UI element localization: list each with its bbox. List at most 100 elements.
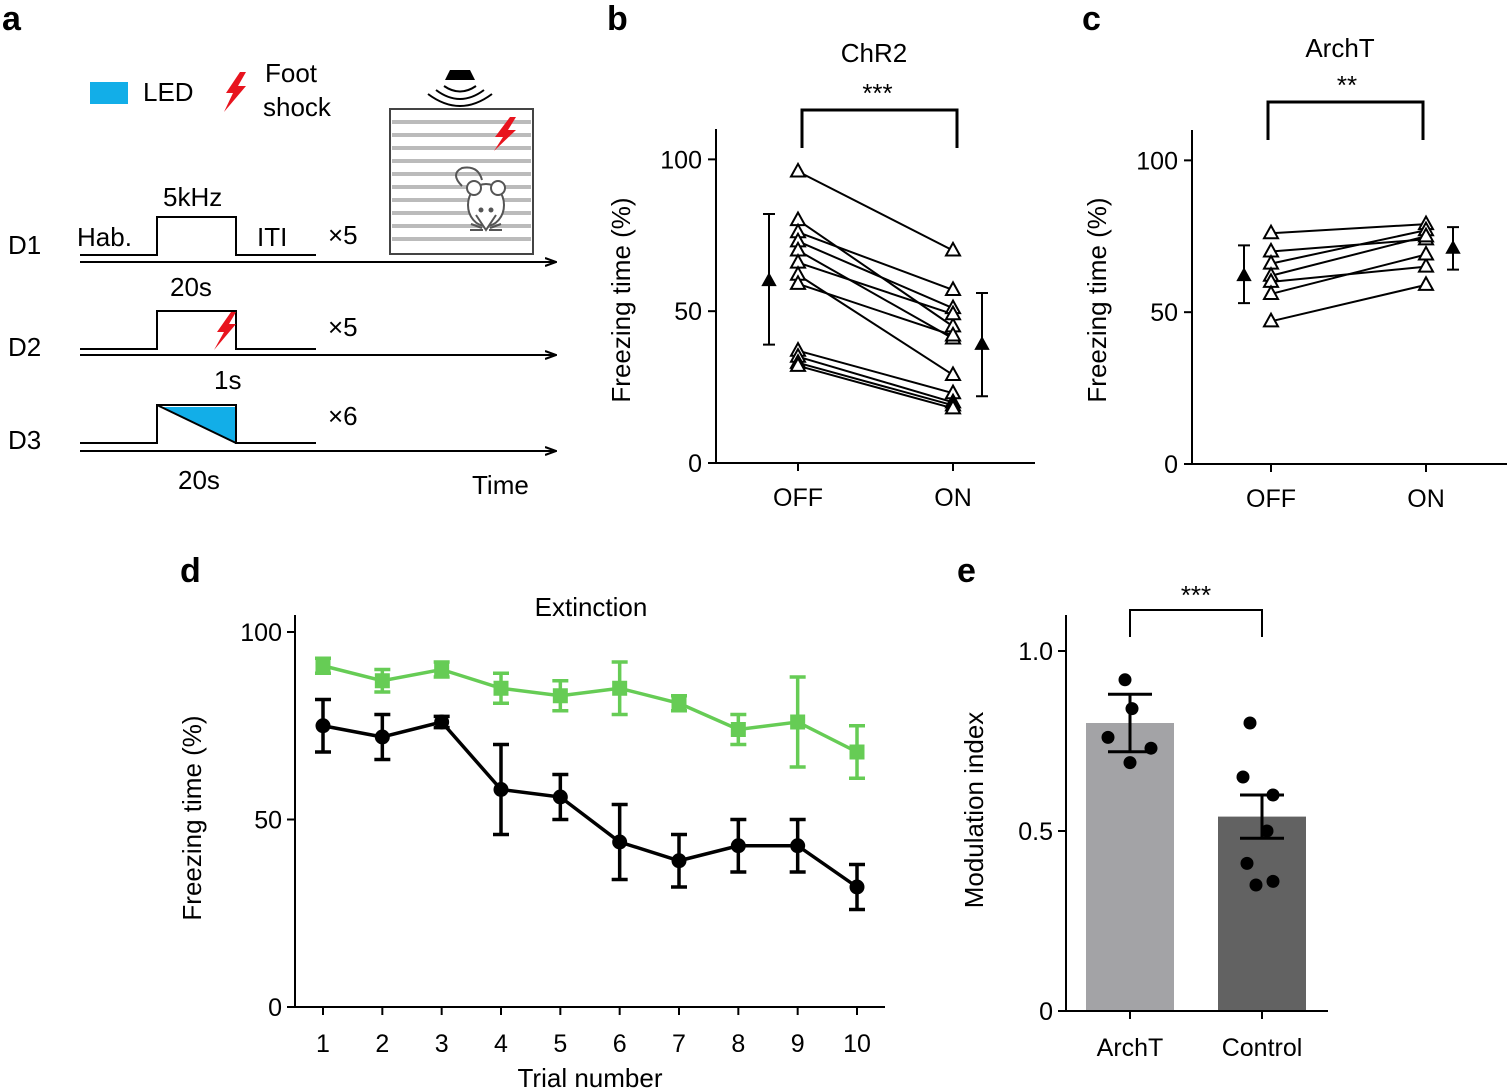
chart-c-pair-line xyxy=(1270,223,1427,235)
chart-c-point-on xyxy=(1417,275,1435,291)
chart-c-mean-marker xyxy=(1445,239,1461,254)
chart-d-series-green-point xyxy=(790,714,806,730)
chart-b-point-off xyxy=(789,161,807,178)
d2-label: D2 xyxy=(8,332,41,362)
chart-e-data-point xyxy=(1118,673,1132,687)
time-axis-label: Time xyxy=(472,470,529,500)
chart-d-x-tick-label: 8 xyxy=(731,1030,745,1058)
chart-c-mean-marker xyxy=(1236,267,1252,282)
led-legend-swatch xyxy=(90,82,128,104)
chart-d-y-tick-label: 100 xyxy=(240,619,282,647)
panel-a: a LED Foot shock xyxy=(2,0,556,500)
chart-e-data-point xyxy=(1243,716,1257,730)
chart-d-x-tick-label: 5 xyxy=(553,1030,567,1058)
chart-e-data-point xyxy=(1123,756,1137,770)
panel-c: c ArchT Freezing time (%) 0 50 100 OFF ON ** xyxy=(1082,0,1507,513)
chart-e-y-axis-label: Modulation index xyxy=(959,712,989,909)
chart-d-x-tick-label: 4 xyxy=(494,1030,508,1058)
chart-b-pair-line xyxy=(797,364,954,410)
chart-c-pair-line xyxy=(1270,283,1427,323)
chart-c-point-on xyxy=(1417,226,1435,243)
panel-d: d Extinction Freezing time (%) Trial num… xyxy=(177,552,885,1091)
chart-d-series-green-point xyxy=(552,688,568,704)
chart-b-significance-label: *** xyxy=(862,78,892,108)
chart-b-x-tick-label: ON xyxy=(934,484,972,512)
chart-b-pair-line xyxy=(797,240,954,310)
speaker-icon xyxy=(427,70,493,107)
chart-b-pair-line xyxy=(797,231,954,291)
d1-reps: ×5 xyxy=(328,220,358,250)
chart-c-point-off xyxy=(1262,284,1280,301)
chart-d-x-tick-label: 1 xyxy=(316,1030,330,1058)
chart-d-series-green-point xyxy=(374,673,390,689)
panel-label-a: a xyxy=(2,0,22,38)
chart-e-data-point xyxy=(1266,874,1280,888)
chart-d-series-green-point xyxy=(849,744,865,760)
d2-lightning-icon xyxy=(214,312,236,350)
chart-d-plot: 0 50 100 1 2 3 4 5 6 7 8 9 10 xyxy=(240,615,885,1058)
chart-c-y-axis-label: Freezing time (%) xyxy=(1082,197,1112,402)
chart-e-y-tick-label: 0 xyxy=(1039,998,1053,1026)
chart-b-point-on xyxy=(944,365,962,381)
chart-b-pair-line xyxy=(797,282,954,337)
chart-d-series-black-point xyxy=(493,782,509,797)
chart-c-title: ArchT xyxy=(1305,33,1374,63)
chart-e-significance-label: *** xyxy=(1181,580,1211,610)
shock-legend-label-2: shock xyxy=(263,92,332,122)
chart-d-x-tick-label: 10 xyxy=(843,1030,871,1058)
chart-c-pair-line xyxy=(1270,253,1427,295)
panel-label-e: e xyxy=(957,552,976,590)
chart-b-y-tick-label: 0 xyxy=(688,450,702,478)
d1-label: D1 xyxy=(8,230,41,260)
chart-b-y-tick-label: 100 xyxy=(660,146,702,174)
panel-e: e Modulation index 0 0.5 1.0 ArchT Control **… xyxy=(957,552,1328,1062)
chart-d-series-black-point xyxy=(315,718,331,734)
chart-e-data-point xyxy=(1236,770,1250,784)
chart-e-data-point xyxy=(1240,856,1254,870)
chart-d-series-black-point xyxy=(849,879,865,895)
chart-e-data-point xyxy=(1266,788,1280,802)
chart-c-x-tick-label: ON xyxy=(1407,485,1445,513)
chart-b-point-on xyxy=(944,325,962,342)
chart-e-plot: 0 0.5 1.0 ArchT Control *** xyxy=(1018,580,1328,1062)
chart-b-pair-line xyxy=(797,361,954,407)
chart-b-point-on xyxy=(944,398,962,415)
chart-e-data-point xyxy=(1101,730,1115,744)
chart-c-pair-line xyxy=(1270,238,1427,253)
mouse-icon xyxy=(455,166,506,232)
chart-c-y-tick-label: 100 xyxy=(1136,147,1178,175)
chart-b-title: ChR2 xyxy=(841,38,907,68)
lightning-icon xyxy=(224,72,246,112)
chart-b-point-on xyxy=(944,304,962,321)
chart-d-x-tick-label: 9 xyxy=(791,1030,805,1058)
chart-c-point-on xyxy=(1417,244,1435,261)
chart-b-plot: 0 50 100 OFF ON *** xyxy=(660,78,1035,512)
panel-label-b: b xyxy=(607,0,628,38)
chart-b-y-tick-label: 50 xyxy=(674,298,702,326)
chart-c-pair-line xyxy=(1270,235,1427,277)
chart-c-significance-label: ** xyxy=(1337,70,1357,100)
chart-c-y-tick-label: 0 xyxy=(1164,451,1178,479)
chart-c-pair-line xyxy=(1270,229,1427,265)
chart-e-y-tick-label: 0.5 xyxy=(1018,818,1053,846)
chart-d-series-black-point xyxy=(730,838,746,854)
shock-legend-label-1: Foot xyxy=(265,58,318,88)
chart-d-x-tick-label: 2 xyxy=(375,1030,389,1058)
chart-d-series-green-point xyxy=(315,658,331,674)
chart-d-x-tick-label: 7 xyxy=(672,1030,686,1058)
chart-b-pair-line xyxy=(797,249,954,340)
chart-d-series-black-point xyxy=(671,853,687,869)
chart-e-bar-archt xyxy=(1086,723,1174,1011)
cage-icon xyxy=(389,108,534,255)
chart-d-series-green-point xyxy=(730,722,746,737)
chart-b-mean-marker xyxy=(974,336,990,350)
chart-b-pair-line xyxy=(797,170,954,252)
chart-e-x-tick-label: Control xyxy=(1222,1034,1303,1062)
chart-e-data-point xyxy=(1260,824,1274,838)
chart-e-data-point xyxy=(1144,741,1158,755)
led-legend-label: LED xyxy=(143,77,194,107)
d2-reps: ×5 xyxy=(328,312,358,342)
chart-d-series-black-point xyxy=(374,729,390,745)
chart-b-y-axis-label: Freezing time (%) xyxy=(606,197,636,402)
chart-b-pair-line xyxy=(797,355,954,404)
